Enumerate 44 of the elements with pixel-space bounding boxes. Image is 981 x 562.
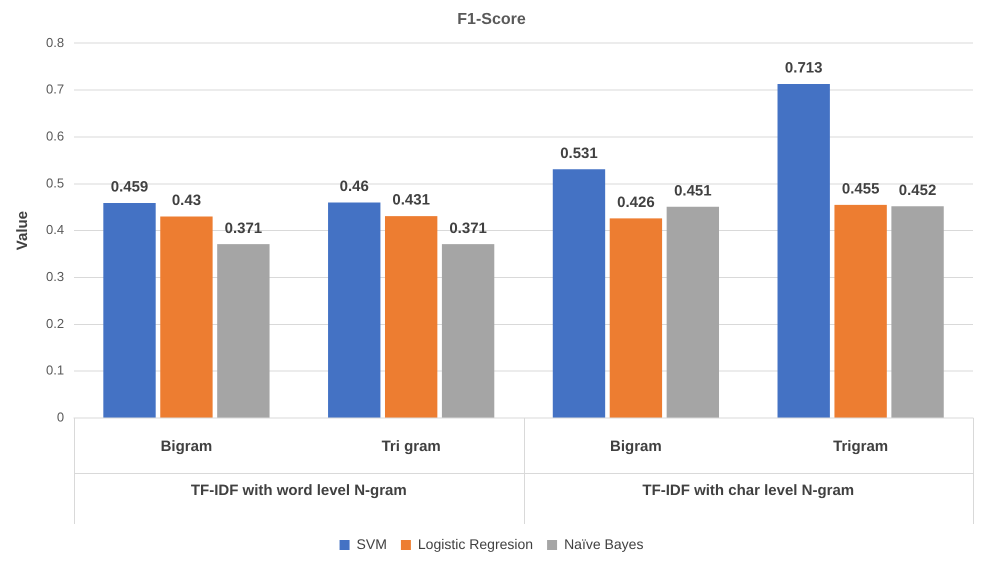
y-tick-label: 0.2 — [46, 316, 64, 331]
data-label: 0.531 — [560, 144, 598, 162]
y-tick-label: 0.5 — [46, 175, 64, 190]
data-label: 0.713 — [784, 60, 822, 77]
y-tick-label: 0.4 — [46, 222, 64, 238]
bar — [610, 218, 662, 418]
bar — [103, 202, 156, 418]
y-tick-label: 0 — [56, 410, 64, 425]
x-tick-label: Bigram — [610, 438, 662, 456]
bar — [217, 244, 270, 418]
data-label: 0.43 — [172, 192, 202, 210]
bar — [834, 204, 887, 418]
bar — [552, 169, 606, 418]
legend-label: Logistic Regresion — [418, 536, 534, 552]
x-tick-label: Bigram — [160, 438, 212, 456]
data-label: 0.426 — [617, 194, 655, 212]
y-tick-label: 0.8 — [46, 34, 64, 50]
data-label: 0.455 — [842, 180, 880, 198]
text: TF-IDF with word level N-gram — [190, 482, 407, 500]
bar — [160, 216, 213, 418]
data-label: 0.371 — [224, 220, 262, 237]
y-tick-label: 0.1 — [46, 362, 64, 378]
bar — [384, 216, 438, 418]
data-label: 0.451 — [674, 182, 712, 200]
legend-label: Naïve Bayes — [564, 536, 644, 552]
bar — [778, 84, 830, 418]
data-label: 0.452 — [898, 182, 936, 199]
x-tick-label: Tri gram — [382, 438, 441, 456]
data-label: 0.459 — [110, 178, 148, 196]
y-tick-label: 0.6 — [46, 128, 64, 144]
legend-label: SVM — [356, 536, 387, 552]
text: TF-IDF with char level N-gram — [642, 482, 854, 500]
y-tick-label: 0.3 — [46, 269, 64, 284]
y-tick-label: 0.7 — [46, 82, 64, 97]
bar — [891, 206, 944, 418]
bar — [442, 244, 494, 418]
y-axis-title: Value — [14, 211, 32, 250]
data-label: 0.371 — [449, 220, 487, 237]
x-tick-label: Trigram — [833, 438, 888, 456]
data-label: 0.46 — [340, 178, 369, 196]
data-label: 0.431 — [392, 192, 430, 209]
bar — [328, 202, 380, 418]
chart-title: F1-Score — [457, 11, 526, 28]
bar — [666, 206, 720, 418]
